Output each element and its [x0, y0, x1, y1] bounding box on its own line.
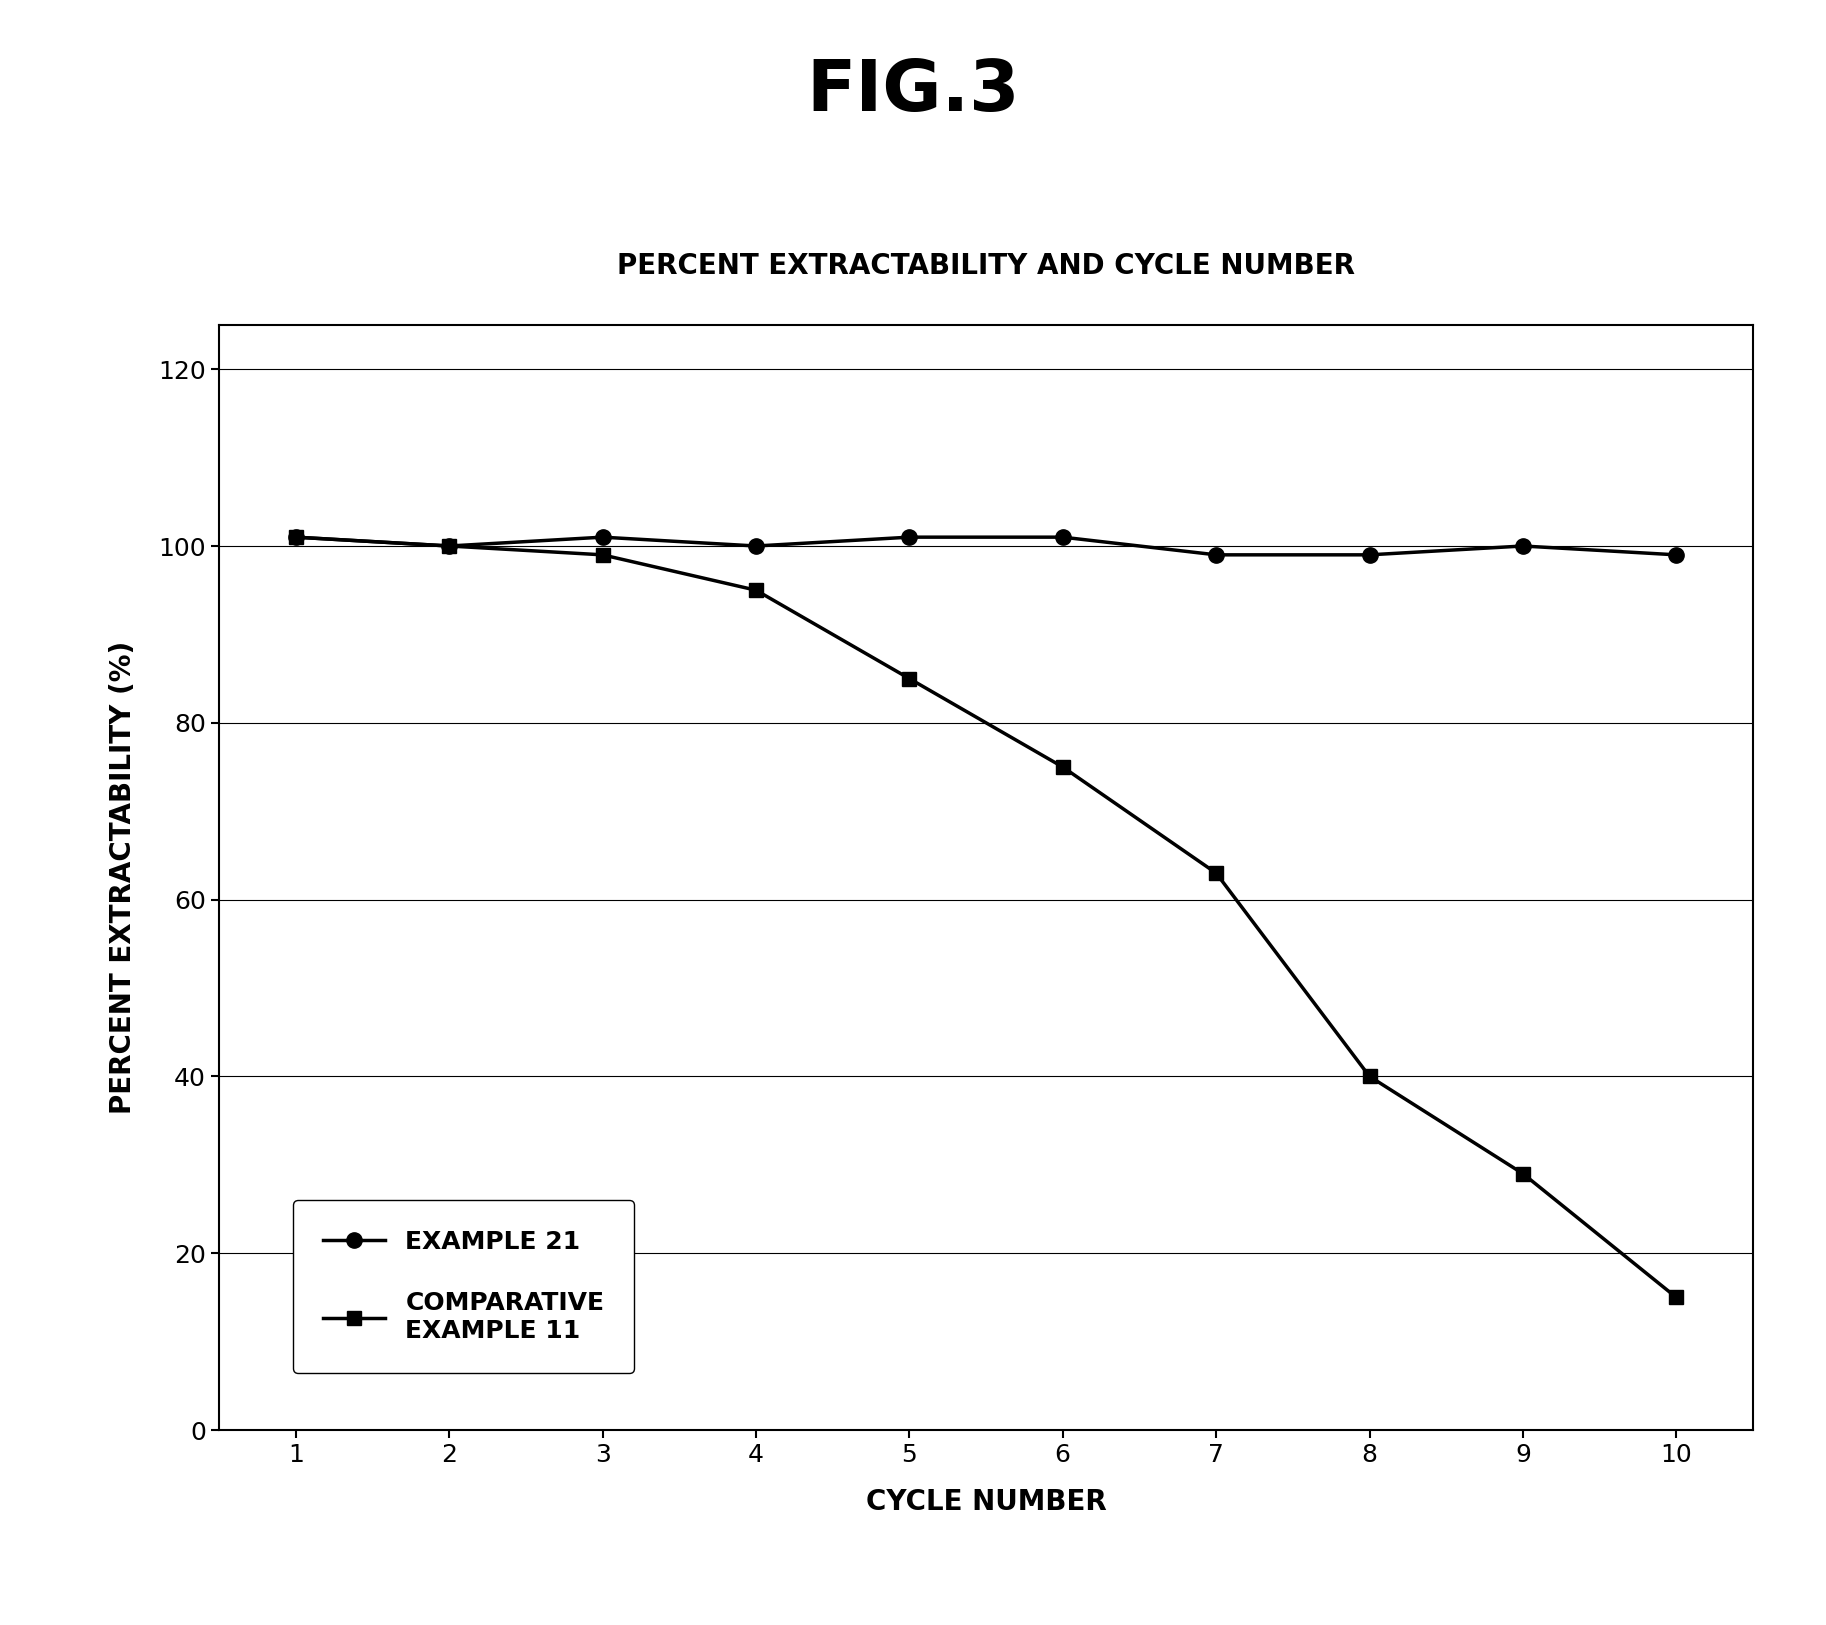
EXAMPLE 21: [592, 528, 614, 548]
COMPARATIVE
EXAMPLE 11: [438, 536, 460, 556]
EXAMPLE 21: [1052, 528, 1074, 548]
Text: PERCENT EXTRACTABILITY AND CYCLE NUMBER: PERCENT EXTRACTABILITY AND CYCLE NUMBER: [617, 252, 1355, 280]
COMPARATIVE
EXAMPLE 11: [1665, 1287, 1687, 1306]
EXAMPLE 21: [745, 536, 767, 556]
EXAMPLE 21: [285, 528, 307, 548]
Line: EXAMPLE 21: EXAMPLE 21: [289, 530, 1684, 562]
EXAMPLE 21: [1665, 544, 1687, 564]
Line: COMPARATIVE
EXAMPLE 11: COMPARATIVE EXAMPLE 11: [289, 530, 1684, 1305]
EXAMPLE 21: [898, 528, 920, 548]
EXAMPLE 21: [1512, 536, 1534, 556]
COMPARATIVE
EXAMPLE 11: [285, 528, 307, 548]
COMPARATIVE
EXAMPLE 11: [1359, 1066, 1380, 1086]
COMPARATIVE
EXAMPLE 11: [898, 670, 920, 689]
COMPARATIVE
EXAMPLE 11: [592, 544, 614, 564]
COMPARATIVE
EXAMPLE 11: [745, 580, 767, 600]
EXAMPLE 21: [1205, 544, 1227, 564]
Legend: EXAMPLE 21, COMPARATIVE
EXAMPLE 11: EXAMPLE 21, COMPARATIVE EXAMPLE 11: [292, 1199, 634, 1373]
Text: FIG.3: FIG.3: [807, 57, 1019, 125]
EXAMPLE 21: [1359, 544, 1380, 564]
EXAMPLE 21: [438, 536, 460, 556]
X-axis label: CYCLE NUMBER: CYCLE NUMBER: [866, 1488, 1107, 1516]
COMPARATIVE
EXAMPLE 11: [1512, 1164, 1534, 1183]
COMPARATIVE
EXAMPLE 11: [1205, 863, 1227, 882]
COMPARATIVE
EXAMPLE 11: [1052, 757, 1074, 777]
Y-axis label: PERCENT EXTRACTABILITY (%): PERCENT EXTRACTABILITY (%): [110, 640, 137, 1115]
